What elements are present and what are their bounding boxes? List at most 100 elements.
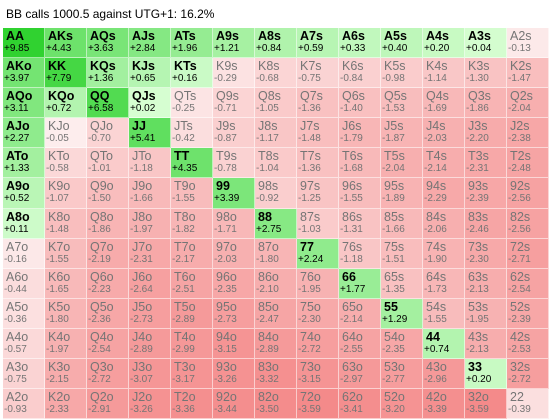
hand-cell[interactable]: 42s -2.53: [507, 328, 549, 360]
hand-cell[interactable]: 76s -1.18: [339, 238, 381, 269]
hand-cell[interactable]: K6o -1.65: [45, 268, 87, 299]
hand-cell[interactable]: J3o -3.07: [129, 359, 171, 390]
hand-cell[interactable]: T3s -2.31: [465, 148, 507, 179]
hand-cell[interactable]: 98s -0.92: [255, 178, 297, 209]
hand-cell[interactable]: A9o +0.52: [3, 178, 45, 209]
hand-cell[interactable]: K7o -1.55: [45, 238, 87, 269]
hand-cell[interactable]: 95s -1.89: [381, 178, 423, 209]
hand-cell[interactable]: 82s -2.56: [507, 208, 549, 239]
hand-cell[interactable]: J6o -2.64: [129, 268, 171, 299]
hand-cell[interactable]: 83o -3.32: [255, 359, 297, 390]
hand-cell[interactable]: AKs +4.43: [45, 28, 87, 59]
hand-cell[interactable]: Q5o -2.36: [87, 298, 129, 329]
hand-cell[interactable]: KTo -0.58: [45, 148, 87, 179]
hand-cell[interactable]: T9o -1.55: [171, 178, 213, 209]
hand-cell[interactable]: QJs +0.02: [129, 88, 171, 119]
hand-cell[interactable]: 74s -1.90: [423, 238, 465, 269]
hand-cell[interactable]: KJo -0.05: [45, 118, 87, 149]
hand-cell[interactable]: J8o -1.97: [129, 208, 171, 239]
hand-cell[interactable]: 54o -2.35: [381, 328, 423, 360]
hand-cell[interactable]: K9o -1.07: [45, 178, 87, 209]
hand-cell[interactable]: J3s -2.20: [465, 118, 507, 149]
hand-cell[interactable]: AJo +2.27: [3, 118, 45, 149]
hand-cell[interactable]: 66 +1.77: [339, 268, 381, 299]
hand-cell[interactable]: 86o -2.10: [255, 268, 297, 299]
hand-cell[interactable]: 43s -2.13: [465, 328, 507, 360]
hand-cell[interactable]: 96s -1.55: [339, 178, 381, 209]
hand-cell[interactable]: 73o -3.15: [297, 359, 339, 390]
hand-cell[interactable]: K9s -0.29: [213, 58, 255, 89]
hand-cell[interactable]: 93o -3.26: [213, 359, 255, 390]
hand-cell[interactable]: Q9o -1.50: [87, 178, 129, 209]
hand-cell[interactable]: QTs -0.25: [171, 88, 213, 119]
hand-cell[interactable]: 88 +2.75: [255, 208, 297, 239]
hand-cell[interactable]: 87s -1.03: [297, 208, 339, 239]
hand-cell[interactable]: 64s -1.73: [423, 268, 465, 299]
hand-cell[interactable]: Q2s -2.04: [507, 88, 549, 119]
hand-cell[interactable]: A2s -0.13: [507, 28, 549, 59]
hand-cell[interactable]: A8s +0.84: [255, 28, 297, 59]
hand-cell[interactable]: J6s -1.79: [339, 118, 381, 149]
hand-cell[interactable]: 53s -1.95: [465, 298, 507, 329]
hand-cell[interactable]: K4o -1.97: [45, 328, 87, 360]
hand-cell[interactable]: T9s -0.78: [213, 148, 255, 179]
hand-cell[interactable]: A6s +0.33: [339, 28, 381, 59]
hand-cell[interactable]: T8s -1.04: [255, 148, 297, 179]
hand-cell[interactable]: A2o -0.93: [3, 389, 45, 419]
hand-cell[interactable]: 73s -2.30: [465, 238, 507, 269]
hand-cell[interactable]: A6o -0.44: [3, 268, 45, 299]
hand-cell[interactable]: A7o -0.16: [3, 238, 45, 269]
hand-cell[interactable]: KTs +0.16: [171, 58, 213, 89]
hand-cell[interactable]: 84s -2.06: [423, 208, 465, 239]
hand-cell[interactable]: Q8o -1.86: [87, 208, 129, 239]
hand-cell[interactable]: Q3s -1.86: [465, 88, 507, 119]
hand-cell[interactable]: 44 +0.74: [423, 328, 465, 360]
hand-cell[interactable]: 53o -2.77: [381, 359, 423, 390]
hand-cell[interactable]: 62o -3.41: [339, 389, 381, 419]
hand-cell[interactable]: 77 +2.24: [297, 238, 339, 269]
hand-cell[interactable]: J9o -1.66: [129, 178, 171, 209]
hand-cell[interactable]: 96o -2.35: [213, 268, 255, 299]
hand-cell[interactable]: T3o -3.17: [171, 359, 213, 390]
hand-cell[interactable]: 65s -1.35: [381, 268, 423, 299]
hand-cell[interactable]: ATo +1.33: [3, 148, 45, 179]
hand-cell[interactable]: JTs -0.42: [171, 118, 213, 149]
hand-cell[interactable]: Q3o -2.72: [87, 359, 129, 390]
hand-cell[interactable]: K2o -2.33: [45, 389, 87, 419]
hand-cell[interactable]: KQo +0.72: [45, 88, 87, 119]
hand-cell[interactable]: 83s -2.46: [465, 208, 507, 239]
hand-cell[interactable]: K3s -1.30: [465, 58, 507, 89]
hand-cell[interactable]: T2o -3.36: [171, 389, 213, 419]
hand-cell[interactable]: T6s -1.68: [339, 148, 381, 179]
hand-cell[interactable]: JTo -1.18: [129, 148, 171, 179]
hand-cell[interactable]: 84o -2.89: [255, 328, 297, 360]
hand-cell[interactable]: QQ +6.58: [87, 88, 129, 119]
hand-cell[interactable]: A3o -0.75: [3, 359, 45, 390]
hand-cell[interactable]: T2s -2.48: [507, 148, 549, 179]
hand-cell[interactable]: 82o -3.50: [255, 389, 297, 419]
hand-cell[interactable]: 97o -2.03: [213, 238, 255, 269]
hand-cell[interactable]: JJ +5.41: [129, 118, 171, 149]
hand-cell[interactable]: Q6s -1.40: [339, 88, 381, 119]
hand-cell[interactable]: 62s -2.54: [507, 268, 549, 299]
hand-cell[interactable]: 63s -2.13: [465, 268, 507, 299]
hand-cell[interactable]: J8s -1.17: [255, 118, 297, 149]
hand-cell[interactable]: AKo +3.97: [3, 58, 45, 89]
hand-cell[interactable]: A7s +0.59: [297, 28, 339, 59]
hand-cell[interactable]: T5s -2.04: [381, 148, 423, 179]
hand-cell[interactable]: T4o -2.99: [171, 328, 213, 360]
hand-cell[interactable]: 43o -2.96: [423, 359, 465, 390]
hand-cell[interactable]: Q7s -1.36: [297, 88, 339, 119]
hand-cell[interactable]: Q6o -2.23: [87, 268, 129, 299]
hand-cell[interactable]: Q4s -1.69: [423, 88, 465, 119]
hand-cell[interactable]: T4s -2.14: [423, 148, 465, 179]
hand-cell[interactable]: 94s -2.29: [423, 178, 465, 209]
hand-cell[interactable]: 92s -2.56: [507, 178, 549, 209]
hand-cell[interactable]: AQs +3.63: [87, 28, 129, 59]
hand-cell[interactable]: T6o -2.51: [171, 268, 213, 299]
hand-cell[interactable]: 54s -1.55: [423, 298, 465, 329]
hand-cell[interactable]: J4o -2.89: [129, 328, 171, 360]
hand-cell[interactable]: 33 +0.20: [465, 359, 507, 390]
hand-cell[interactable]: K3o -2.15: [45, 359, 87, 390]
hand-cell[interactable]: KJs +0.65: [129, 58, 171, 89]
